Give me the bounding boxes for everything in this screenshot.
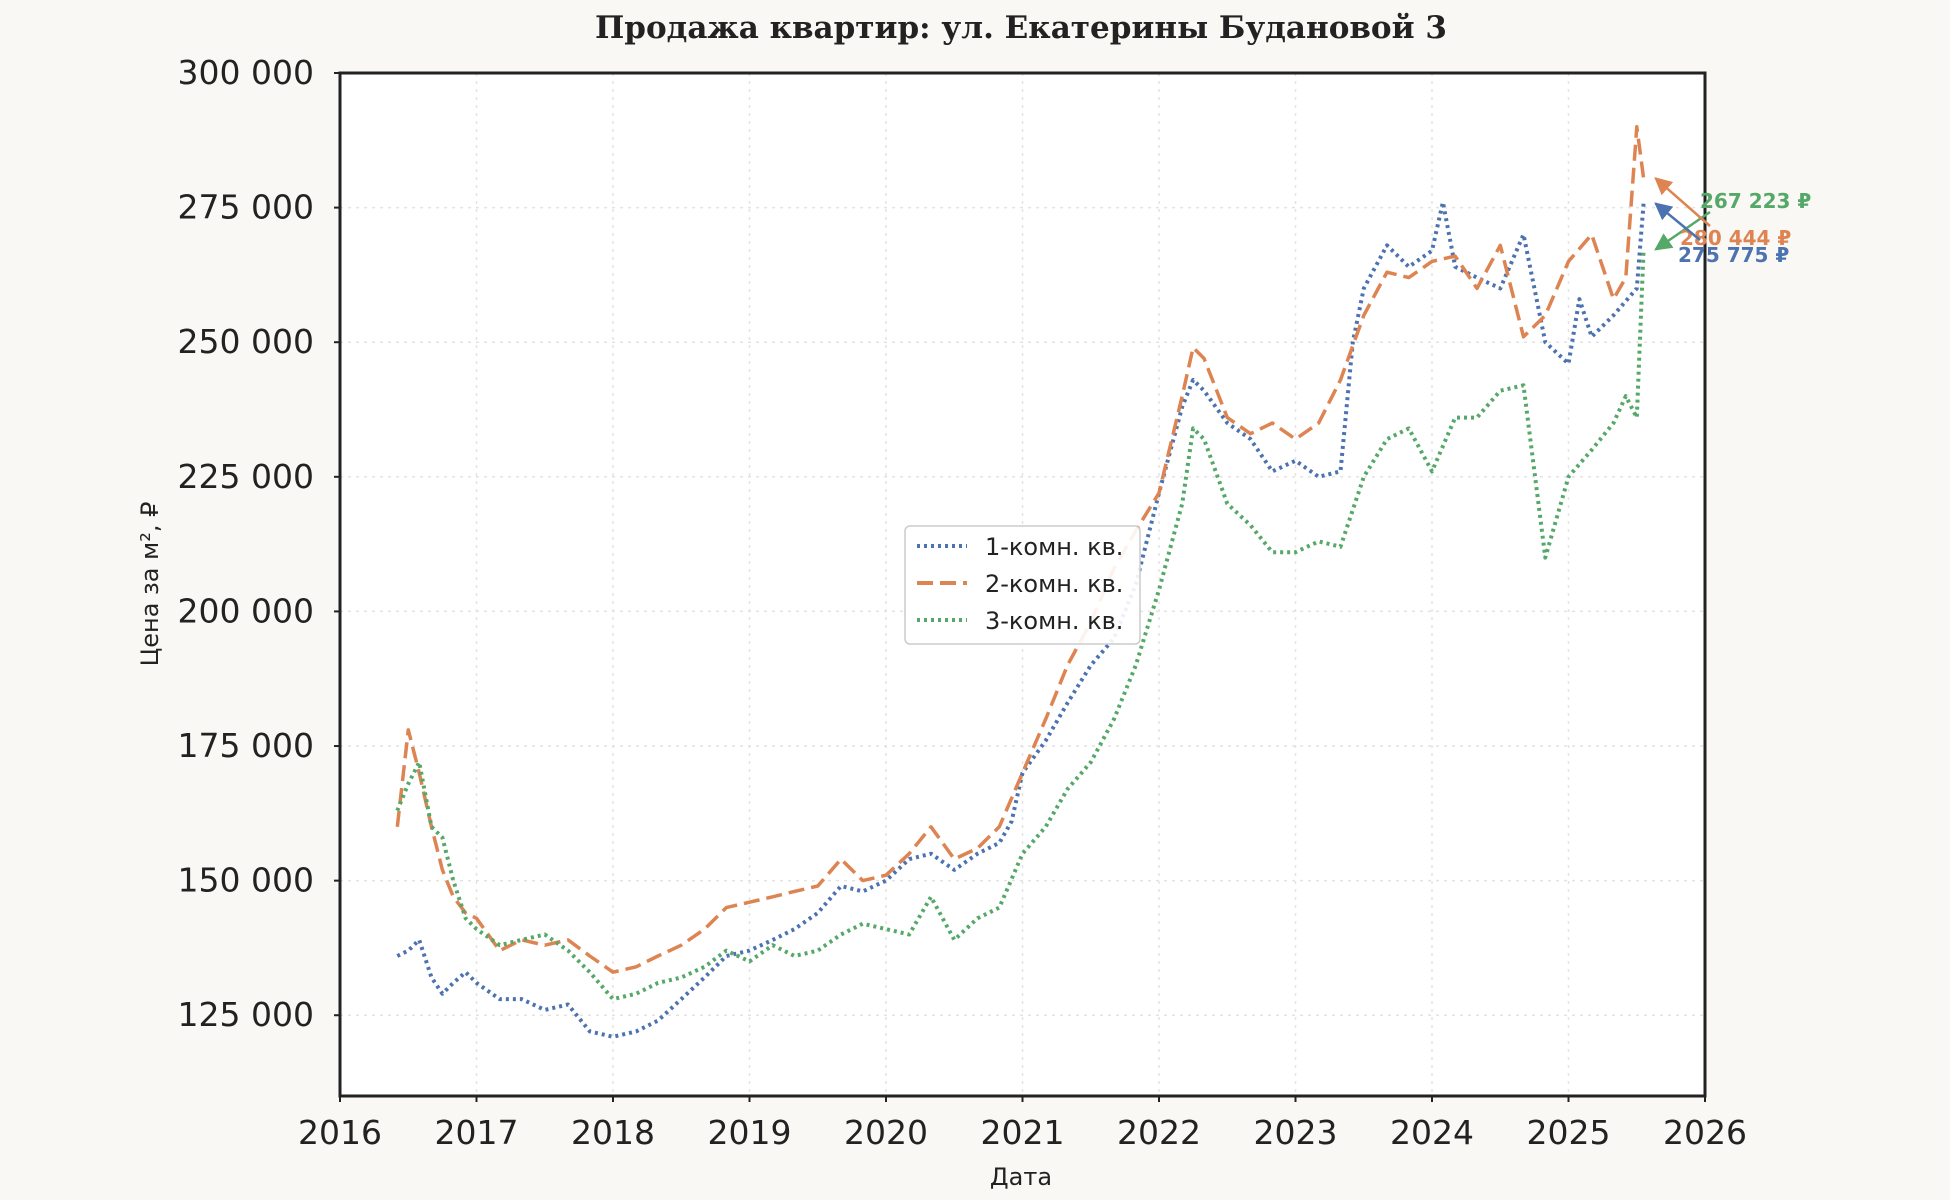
x-tick-label: 2023 xyxy=(1254,1113,1338,1152)
x-tick-label: 2017 xyxy=(435,1113,519,1152)
y-tick-label: 275 000 xyxy=(178,188,314,227)
annotation-arrow xyxy=(1654,202,1701,241)
annotations: 267 223 ₽280 444 ₽275 775 ₽ xyxy=(1654,177,1811,267)
x-tick-label: 2021 xyxy=(981,1113,1065,1152)
x-tick-label: 2026 xyxy=(1663,1113,1747,1152)
series-layer xyxy=(395,125,1646,1039)
x-tick-label: 2024 xyxy=(1390,1113,1474,1152)
legend-entry-1-room[interactable]: 1-комн. кв. xyxy=(917,533,1123,561)
legend-box xyxy=(904,525,1141,645)
y-tick-label: 300 000 xyxy=(178,53,314,92)
series-line-1-room xyxy=(396,200,1646,1039)
y-axis-ticks: 125 000 150 000 175 000 200 000 225 000 250 0… xyxy=(178,53,340,1034)
series-line-3-room xyxy=(395,249,1646,1002)
y-axis-label: Цена за м², ₽ xyxy=(136,502,164,667)
y-tick-label: 250 000 xyxy=(178,322,314,361)
legend-entry-2-room[interactable]: 2-комн. кв. xyxy=(917,570,1123,598)
series-line-2-room xyxy=(395,125,1646,974)
chart-title: Продажа квартир: ул. Екатерины Будановой… xyxy=(595,10,1447,46)
x-axis-label: Дата xyxy=(990,1163,1052,1191)
x-tick-label: 2019 xyxy=(708,1113,792,1152)
y-tick-label: 200 000 xyxy=(178,591,314,630)
legend-label: 3-комн. кв. xyxy=(985,607,1123,635)
x-axis-ticks: 2016 2017 2018 2019 2020 2021 2022 2023 2024 2025… xyxy=(298,1096,1747,1152)
x-tick-label: 2025 xyxy=(1527,1113,1611,1152)
annotation-label: 275 775 ₽ xyxy=(1678,243,1789,267)
legend-entry-3-room[interactable]: 3-комн. кв. xyxy=(917,607,1123,635)
x-tick-label: 2020 xyxy=(844,1113,928,1152)
annotation-label: 267 223 ₽ xyxy=(1700,189,1811,213)
legend-label: 2-комн. кв. xyxy=(985,570,1123,598)
x-tick-label: 2016 xyxy=(298,1113,382,1152)
legend[interactable]: 1-комн. кв. 2-комн. кв. 3-комн. кв. xyxy=(904,525,1141,645)
y-tick-label: 150 000 xyxy=(178,861,314,900)
legend-label: 1-комн. кв. xyxy=(985,533,1123,561)
x-tick-label: 2018 xyxy=(571,1113,655,1152)
y-tick-label: 175 000 xyxy=(178,726,314,765)
annotation-arrow xyxy=(1654,177,1711,227)
x-tick-label: 2022 xyxy=(1117,1113,1201,1152)
y-tick-label: 225 000 xyxy=(178,457,314,496)
y-tick-label: 125 000 xyxy=(178,995,314,1034)
